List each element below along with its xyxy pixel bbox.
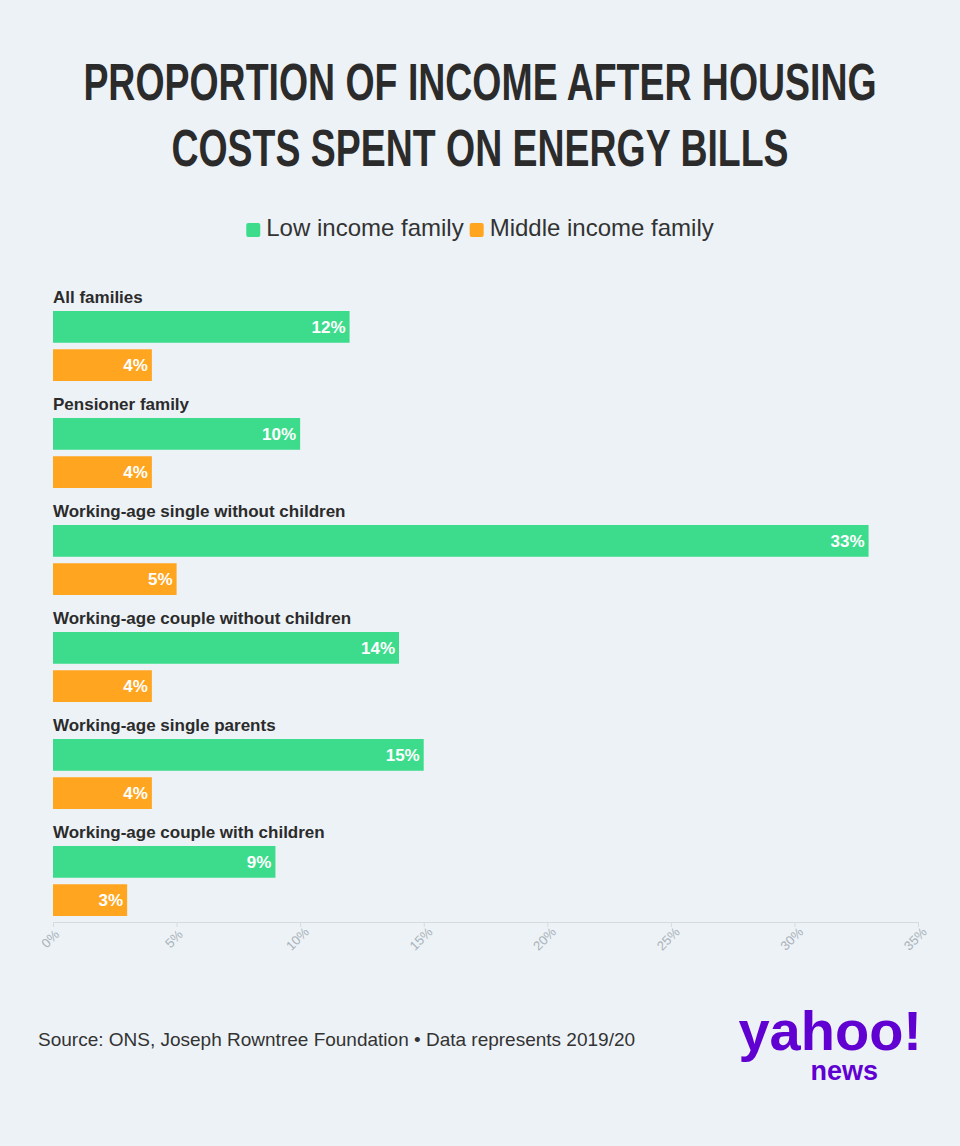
data-label: 10% xyxy=(262,425,296,444)
data-labels: 12% 10% 33% 14% 15% 9% 4% 4% 5% 4% 4% 3% xyxy=(99,318,865,910)
legend: Low income family Middle income family xyxy=(246,214,713,241)
bar xyxy=(53,846,275,878)
logo: yahoo! xyxy=(738,999,922,1062)
category-label: Working-age single parents xyxy=(53,716,276,735)
legend-swatch xyxy=(470,223,484,237)
bar xyxy=(53,777,152,809)
bar xyxy=(53,525,869,557)
tick: 20% xyxy=(530,922,559,953)
bar xyxy=(53,739,424,771)
legend-label: Middle income family xyxy=(490,214,714,241)
category-label: Working-age couple with children xyxy=(53,823,325,842)
data-label: 9% xyxy=(247,853,272,872)
tick-label: 25% xyxy=(654,924,683,953)
bar xyxy=(53,884,127,916)
tick-label: 10% xyxy=(283,924,312,953)
tick-label: 30% xyxy=(777,924,806,953)
title: PROPORTION OF INCOME AFTER HOUSING xyxy=(83,53,876,111)
chart: PROPORTION OF INCOME AFTER HOUSING COSTS … xyxy=(0,0,960,1146)
tick: 15% xyxy=(407,922,436,953)
logo-subtitle: news xyxy=(810,1056,878,1086)
tick-mark xyxy=(177,922,178,927)
data-label: 4% xyxy=(123,677,148,696)
tick: 25% xyxy=(654,922,683,953)
source: Source: ONS, Joseph Rowntree Foundation … xyxy=(38,1029,635,1050)
data-label: 33% xyxy=(831,532,865,551)
legend-item: Middle income family xyxy=(470,214,714,241)
bar xyxy=(53,311,350,343)
bar xyxy=(53,456,152,488)
tick-label: 15% xyxy=(407,924,436,953)
tick: 0% xyxy=(38,922,62,951)
data-label: 5% xyxy=(148,570,173,589)
data-label: 4% xyxy=(123,356,148,375)
tick-label: 5% xyxy=(162,927,186,951)
tick-label: 35% xyxy=(901,924,930,953)
tick-mark xyxy=(53,922,54,927)
tick-label: 20% xyxy=(530,924,559,953)
data-label: 15% xyxy=(386,746,420,765)
legend-item: Low income family xyxy=(246,214,463,241)
data-label: 3% xyxy=(99,891,124,910)
tick: 35% xyxy=(901,922,930,953)
category-label: Pensioner family xyxy=(53,395,190,414)
data-label: 4% xyxy=(123,784,148,803)
bars xyxy=(53,311,869,916)
bar xyxy=(53,632,399,664)
data-label: 4% xyxy=(123,463,148,482)
bar xyxy=(53,418,300,450)
axis-line xyxy=(54,922,919,923)
data-label: 12% xyxy=(312,318,346,337)
data-label: 14% xyxy=(361,639,395,658)
legend-swatch xyxy=(246,223,260,237)
legend-label: Low income family xyxy=(266,214,463,241)
background xyxy=(0,0,960,1146)
category-label: Working-age single without children xyxy=(53,502,345,521)
x-axis: 0% 5% 10% 15% 20% 25% 30% 35% xyxy=(38,922,930,953)
bar xyxy=(53,563,177,595)
tick: 10% xyxy=(283,922,312,953)
tick: 5% xyxy=(162,922,186,951)
category-label: Working-age couple without children xyxy=(53,609,351,628)
tick: 30% xyxy=(777,922,806,953)
bar xyxy=(53,670,152,702)
bar xyxy=(53,349,152,381)
category-label: All families xyxy=(53,288,143,307)
tick-label: 0% xyxy=(38,927,62,951)
title: COSTS SPENT ON ENERGY BILLS xyxy=(171,119,788,177)
